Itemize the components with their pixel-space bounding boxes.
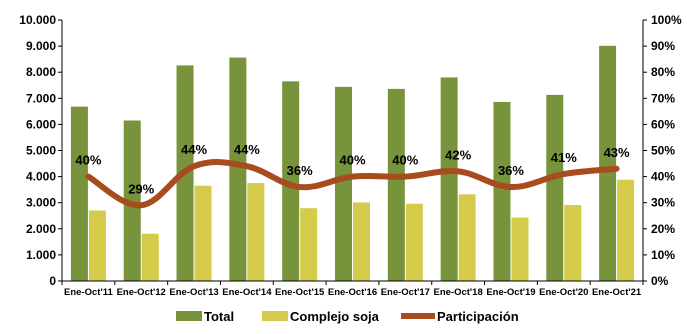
bar-complejo-soja [300, 208, 317, 281]
x-tick-label: Ene-Oct'20 [539, 287, 588, 298]
y-tick-label-right: 80% [651, 65, 675, 79]
legend-swatch-total [176, 311, 202, 321]
participacion-data-label: 36% [287, 163, 313, 178]
y-tick-label-right: 90% [651, 39, 675, 53]
participacion-data-label: 36% [498, 163, 524, 178]
x-tick-label: Ene-Oct'18 [434, 287, 483, 298]
participacion-data-label: 29% [128, 181, 154, 196]
legend-swatch-complejo-soja [262, 311, 288, 321]
y-tick-label-left: 2.000 [26, 222, 56, 236]
x-tick-label: Ene-Oct'15 [275, 287, 325, 298]
y-tick-label-left: 10.000 [19, 13, 56, 27]
bar-complejo-soja [406, 204, 423, 281]
bar-total [335, 87, 352, 281]
bar-complejo-soja [459, 194, 476, 281]
y-tick-label-left: 8.000 [26, 65, 56, 79]
y-tick-label-left: 5.000 [26, 144, 56, 158]
bar-complejo-soja [89, 211, 106, 281]
line-group [88, 162, 616, 205]
y-tick-label-right: 30% [651, 196, 675, 210]
participacion-data-label: 44% [181, 142, 207, 157]
bar-total [229, 58, 246, 281]
x-tick-label: Ene-Oct'13 [169, 287, 218, 298]
y-tick-label-right: 10% [651, 248, 675, 262]
legend-label: Participación [437, 309, 519, 324]
bar-complejo-soja [142, 234, 159, 281]
y-tick-label-left: 7.000 [26, 91, 56, 105]
bar-complejo-soja [617, 180, 634, 281]
participacion-data-label: 43% [604, 145, 630, 160]
bar-complejo-soja [564, 205, 581, 281]
participacion-data-label: 42% [445, 147, 471, 162]
x-tick-label: Ene-Oct'21 [592, 287, 642, 298]
participacion-line [88, 162, 616, 205]
x-tick-label: Ene-Oct'14 [222, 287, 272, 298]
legend: Total Complejo soja Participación [176, 309, 519, 324]
x-tick-label: Ene-Oct'16 [328, 287, 377, 298]
participacion-data-label: 40% [75, 153, 101, 168]
y-tick-label-left: 0 [49, 274, 56, 288]
y-tick-label-left: 9.000 [26, 39, 56, 53]
y-tick-label-left: 1.000 [26, 248, 56, 262]
bar-complejo-soja [195, 186, 212, 281]
bar-total [493, 102, 510, 281]
x-tick-label: Ene-Oct'12 [117, 287, 166, 298]
bar-total [71, 107, 88, 281]
y-tick-label-left: 3.000 [26, 196, 56, 210]
bar-complejo-soja [511, 218, 528, 281]
y-tick-label-right: 100% [651, 13, 682, 27]
bar-total [388, 89, 405, 281]
y-tick-label-left: 4.000 [26, 170, 56, 184]
y-tick-label-left: 6.000 [26, 117, 56, 131]
bar-total [546, 95, 563, 281]
bar-total [599, 46, 616, 281]
bar-complejo-soja [353, 202, 370, 281]
x-tick-label: Ene-Oct'11 [64, 287, 113, 298]
y-tick-label-right: 0% [651, 274, 669, 288]
participacion-data-label: 44% [234, 142, 260, 157]
x-tick-label: Ene-Oct'17 [381, 287, 430, 298]
y-tick-label-right: 60% [651, 117, 675, 131]
y-tick-label-right: 40% [651, 170, 675, 184]
x-tick-label: Ene-Oct'19 [486, 287, 535, 298]
y-tick-label-right: 70% [651, 91, 675, 105]
bar-total [441, 77, 458, 281]
y-tick-label-right: 20% [651, 222, 675, 236]
legend-label: Total [204, 309, 234, 324]
participacion-data-label: 41% [551, 150, 577, 165]
participacion-data-label: 40% [392, 153, 418, 168]
y-tick-label-right: 50% [651, 144, 675, 158]
legend-label: Complejo soja [290, 309, 380, 324]
bar-complejo-soja [247, 183, 264, 281]
participacion-data-label: 40% [339, 153, 365, 168]
